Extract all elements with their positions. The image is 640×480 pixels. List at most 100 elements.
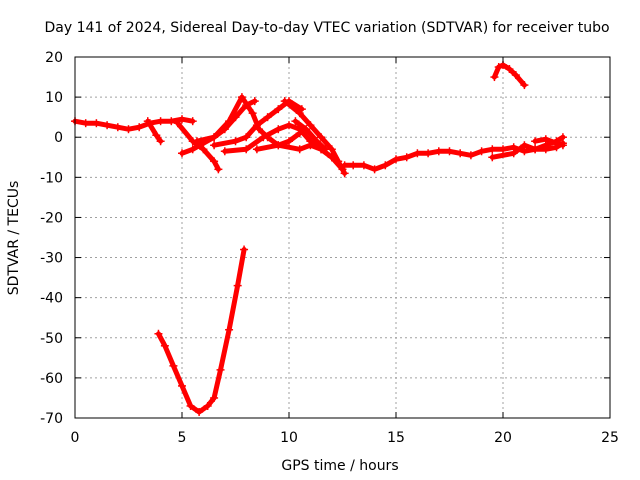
data-point — [186, 401, 195, 410]
data-point — [173, 119, 182, 128]
data-point — [220, 147, 229, 156]
data-point — [188, 145, 197, 154]
series-tail3 — [532, 136, 566, 148]
data-point — [552, 139, 561, 148]
data-point — [295, 109, 304, 118]
data-point — [195, 407, 204, 416]
data-point — [488, 153, 497, 162]
data-point — [242, 145, 251, 154]
x-axis-label: GPS time / hours — [281, 458, 398, 474]
data-point — [248, 109, 257, 118]
data-point — [214, 165, 223, 174]
data-point — [285, 137, 293, 146]
data-point — [302, 125, 311, 134]
series-tail — [342, 140, 566, 172]
data-point — [402, 153, 411, 162]
y-tick-label: -20 — [40, 210, 63, 226]
data-point — [143, 117, 152, 126]
data-point — [188, 117, 197, 126]
data-point — [169, 361, 178, 370]
data-point — [274, 141, 283, 150]
data-point — [531, 145, 540, 154]
data-point — [210, 141, 219, 150]
data-point — [92, 119, 101, 128]
data-point — [210, 157, 219, 166]
data-point — [259, 133, 268, 142]
ticks: 0 5 10 15 20 25 -70 -60 -50 -40 -30 -20 -10 0 10 20 — [40, 50, 619, 446]
series-k — [292, 118, 328, 152]
data-point — [359, 161, 368, 170]
data-point — [192, 137, 201, 146]
data-point — [317, 133, 326, 142]
data-point — [531, 137, 540, 146]
data-point — [490, 73, 499, 82]
data-point — [124, 125, 133, 134]
x-tick-label: 25 — [601, 430, 619, 446]
y-tick-label: -60 — [40, 371, 63, 387]
data-point — [154, 329, 163, 338]
data-point — [242, 133, 251, 142]
data-point — [178, 149, 186, 158]
grid — [75, 57, 610, 418]
data-point — [509, 149, 518, 158]
data-point — [81, 119, 90, 128]
data-point — [156, 137, 165, 146]
data-point — [434, 147, 443, 156]
data-point — [413, 149, 422, 158]
y-tick-label: -50 — [40, 331, 63, 347]
data-point — [285, 121, 293, 130]
x-tick-label: 10 — [280, 430, 298, 446]
y-tick-label: -40 — [40, 291, 63, 307]
data-point — [252, 145, 261, 154]
data-point — [263, 113, 272, 122]
data-point — [381, 161, 390, 170]
data-point — [103, 121, 112, 130]
data-point — [499, 145, 507, 154]
data-point — [295, 145, 304, 154]
y-tick-label: -30 — [40, 251, 63, 267]
x-tick-label: 20 — [494, 430, 512, 446]
data-point — [199, 145, 208, 154]
data-point — [321, 145, 330, 154]
data-point — [520, 81, 529, 90]
data-point — [160, 341, 169, 350]
data-point — [511, 71, 520, 80]
data-point — [210, 393, 219, 402]
series-dip — [156, 247, 247, 415]
data-series — [71, 61, 567, 416]
data-point — [541, 135, 550, 144]
y-tick-label: -10 — [40, 170, 63, 186]
data-point — [231, 137, 240, 146]
data-point — [424, 149, 433, 158]
data-point — [113, 123, 122, 132]
data-point — [306, 121, 315, 130]
data-point — [240, 245, 249, 254]
data-point — [242, 101, 251, 110]
data-point — [297, 105, 306, 114]
x-tick-label: 15 — [387, 430, 405, 446]
data-point — [233, 281, 242, 290]
data-point — [291, 117, 300, 126]
data-point — [210, 133, 219, 142]
data-point — [237, 93, 246, 102]
data-point — [216, 365, 225, 374]
data-point — [252, 121, 261, 130]
data-point — [370, 165, 379, 174]
data-point — [220, 125, 229, 134]
data-point — [178, 381, 186, 390]
data-point — [494, 63, 503, 72]
x-tick-label: 5 — [178, 430, 187, 446]
data-point — [274, 105, 283, 114]
y-tick-label: -70 — [40, 411, 63, 427]
y-tick-label: 20 — [45, 50, 63, 66]
data-point — [203, 401, 212, 410]
data-point — [274, 125, 283, 134]
data-point — [349, 161, 358, 170]
data-point — [466, 151, 475, 160]
y-tick-label: 10 — [45, 90, 63, 106]
data-point — [135, 123, 144, 132]
data-point — [558, 141, 567, 150]
data-point — [477, 147, 486, 156]
data-point — [250, 97, 259, 106]
